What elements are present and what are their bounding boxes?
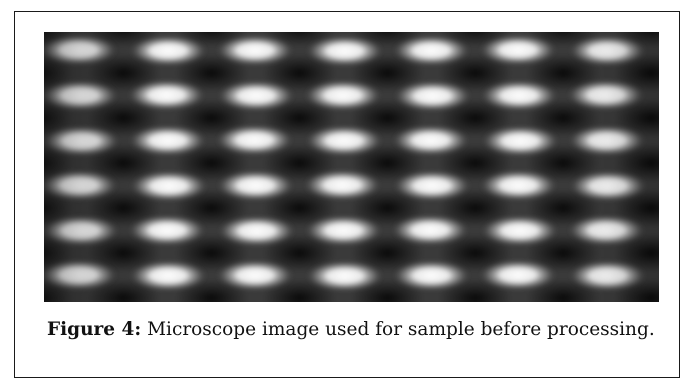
- figure-caption: Figure 4: Microscope image used for samp…: [47, 315, 657, 344]
- microscope-image: [44, 32, 659, 302]
- figure-frame: Figure 4: Microscope image used for samp…: [14, 11, 680, 378]
- figure-label: Figure 4:: [47, 319, 142, 340]
- figure-caption-text: Microscope image used for sample before …: [141, 319, 655, 340]
